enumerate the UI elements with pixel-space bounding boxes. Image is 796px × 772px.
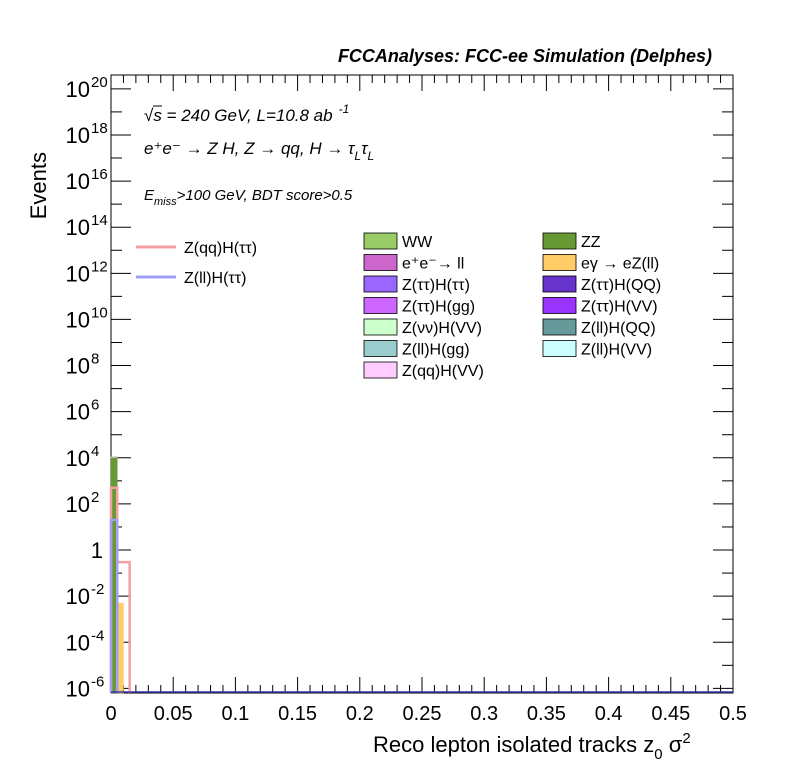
y-tick-label: 10 <box>66 446 90 471</box>
y-tick-exponent: 18 <box>91 120 108 137</box>
x-axis-label-main: Reco lepton isolated tracks z <box>373 732 654 757</box>
x-axis-label: Reco lepton isolated tracks z0 σ2 <box>373 730 691 763</box>
x-tick-label: 0.4 <box>595 703 623 725</box>
legend-background-label: Z(ll)H(gg) <box>402 342 470 359</box>
process-tau2: τ <box>361 139 369 158</box>
energy-sup: -1 <box>339 102 350 116</box>
cut-e: E <box>144 187 155 204</box>
y-tick-exponent: 2 <box>91 489 99 506</box>
x-axis-label-sub: 0 <box>654 746 662 763</box>
signal-step-line <box>109 518 119 693</box>
y-tick-label: 10 <box>66 584 90 609</box>
energy-text: √s = 240 GeV, L=10.8 ab <box>144 106 333 125</box>
x-tick-label: 0.1 <box>221 703 249 725</box>
x-tick-label: 0.3 <box>470 703 498 725</box>
legend-fill-swatch <box>363 318 398 336</box>
plot-frame <box>110 74 734 694</box>
legend-background-label: Z(νν)H(VV) <box>402 320 482 337</box>
y-tick-exponent: 10 <box>91 304 108 321</box>
y-tick-label: 10 <box>66 676 90 701</box>
cut-annotation: Emiss>100 GeV, BDT score>0.5 <box>144 187 353 208</box>
y-tick-label: 10 <box>66 77 90 102</box>
y-tick-label: 10 <box>66 307 90 332</box>
legend-fill-swatch <box>363 297 398 314</box>
legend-background-label: WW <box>402 234 433 251</box>
y-tick-label: 10 <box>66 354 90 379</box>
y-tick-label: 10 <box>66 123 90 148</box>
legend-signal-label: Z(qq)H(ττ) <box>184 240 257 257</box>
legend-fill-swatch <box>363 275 398 293</box>
legend-background-label: Z(ll)H(VV) <box>581 342 652 359</box>
y-tick-label: 10 <box>66 400 90 425</box>
process-sub1: L <box>354 149 361 163</box>
legend-fill-swatch <box>542 318 577 336</box>
y-tick-exponent: -4 <box>91 627 104 644</box>
legend-fill-swatch <box>363 254 398 271</box>
process-annotation: e⁺e⁻ → Z H, Z → qq, H → τLτL <box>144 139 374 163</box>
y-tick-exponent: 6 <box>91 397 99 414</box>
legend-fill-swatch <box>542 297 577 314</box>
x-tick-label: 0.45 <box>651 703 690 725</box>
legend-background-label: Z(ττ)H(VV) <box>581 299 658 316</box>
legend-fill-swatch <box>363 232 398 250</box>
process-sub2: L <box>367 149 374 163</box>
y-tick-label: 10 <box>66 215 90 240</box>
y-tick-label: 10 <box>66 169 90 194</box>
legend-signal-label: Z(ll)H(ττ) <box>184 270 246 287</box>
y-tick-exponent: 14 <box>91 212 108 229</box>
x-tick-label: 0.2 <box>346 703 374 725</box>
chart-title: FCCAnalyses: FCC-ee Simulation (Delphes) <box>338 46 712 66</box>
y-tick-label: 1 <box>91 538 103 563</box>
process-text: e⁺e⁻ → Z H, Z → qq, H → τ <box>144 139 356 158</box>
x-tick-label: 0.05 <box>154 703 193 725</box>
legend-fill-swatch <box>363 361 398 379</box>
legend: Z(qq)H(ττ) Z(ll)H(ττ) WW ZZ e⁺e⁻→ ll eγ → eZ(… <box>136 232 661 380</box>
y-axis-label: Events <box>26 152 51 219</box>
y-tick-exponent: 16 <box>91 166 108 183</box>
legend-background-label: Z(ττ)H(ττ) <box>402 277 470 294</box>
y-tick-exponent: 12 <box>91 258 108 275</box>
axis-ticks: 0 0.05 0.1 0.15 0.2 0.25 0.3 0.35 0.4 0.45 0.510 -6… <box>66 74 747 725</box>
y-tick-label: 10 <box>66 261 90 286</box>
y-tick-exponent: 4 <box>91 443 99 460</box>
legend-fill-swatch <box>542 275 577 293</box>
legend-fill-swatch <box>542 232 577 250</box>
x-axis-label-sup: 2 <box>682 730 690 747</box>
legend-background-label: eγ → eZ(ll) <box>581 256 659 273</box>
legend-background-label: Z(qq)H(VV) <box>402 363 484 380</box>
legend-fill-swatch <box>542 254 577 271</box>
legend-fill-swatch <box>363 340 398 357</box>
legend-background-label: Z(ττ)H(gg) <box>402 299 475 316</box>
legend-fill-swatch <box>542 340 577 357</box>
legend-background-label: Z(ττ)H(QQ) <box>581 277 661 294</box>
cut-sub: miss <box>154 196 177 208</box>
x-tick-label: 0.35 <box>527 703 566 725</box>
legend-background-label: e⁺e⁻→ ll <box>402 256 464 273</box>
signal-lines <box>109 486 733 693</box>
y-tick-exponent: -2 <box>91 581 104 598</box>
x-tick-label: 0.15 <box>278 703 317 725</box>
x-tick-label: 0.25 <box>403 703 442 725</box>
y-tick-label: 10 <box>66 492 90 517</box>
y-tick-exponent: 8 <box>91 351 99 368</box>
y-tick-exponent: -6 <box>91 673 104 690</box>
y-tick-exponent: 20 <box>91 74 108 91</box>
x-axis-label-tail: σ <box>663 732 683 757</box>
y-tick-label: 10 <box>66 630 90 655</box>
legend-background-label: ZZ <box>581 234 601 251</box>
cut-rest: >100 GeV, BDT score>0.5 <box>177 187 353 204</box>
x-tick-label: 0 <box>105 703 116 725</box>
energy-annotation: √s = 240 GeV, L=10.8 ab -1 <box>144 102 349 125</box>
legend-background-label: Z(ll)H(QQ) <box>581 320 656 337</box>
x-tick-label: 0.5 <box>719 703 747 725</box>
